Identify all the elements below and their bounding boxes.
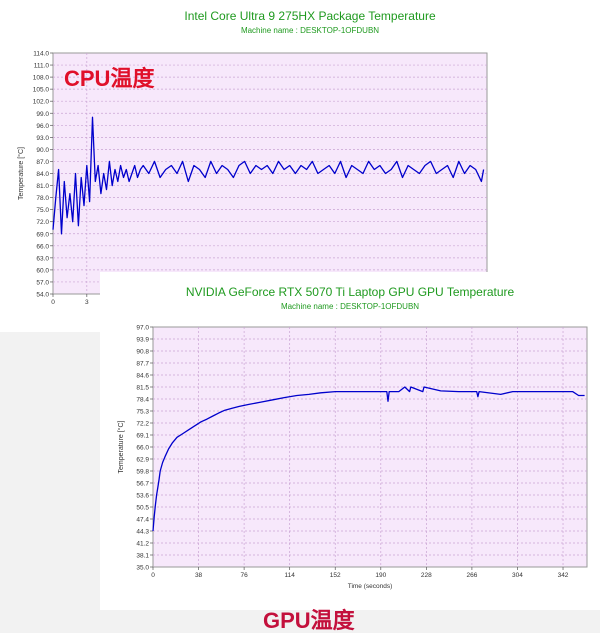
cpu-y-tick-label: 99.0: [36, 111, 49, 118]
gpu-x-tick-label: 304: [512, 572, 523, 579]
gpu-y-tick-label: 35.0: [136, 565, 149, 572]
gpu-x-axis-label: Time (seconds): [348, 583, 393, 590]
cpu-y-tick-label: 60.0: [36, 267, 49, 274]
gpu-y-axis-label: Temperature [°C]: [117, 420, 125, 473]
cpu-y-axis-label: Temperature [°C]: [17, 147, 25, 200]
gpu-y-tick-label: 69.1: [136, 433, 149, 440]
cpu-y-tick-label: 105.0: [33, 87, 50, 94]
gpu-y-tick-label: 47.4: [136, 517, 149, 524]
gpu-chart-svg: 35.0 38.1 41.2 44.3 47.4 50.5 53.6 56.7 59.8 62.9…: [117, 325, 588, 590]
cpu-x-tick-label: 3: [85, 299, 89, 306]
gpu-y-tick-label: 59.8: [136, 469, 149, 476]
cpu-series-line: [52, 116, 485, 235]
gpu-y-tick-label: 75.3: [136, 409, 149, 416]
gpu-y-tick-label: 44.3: [136, 529, 149, 536]
gpu-x-tick-label: 266: [466, 572, 477, 579]
gpu-y-tick-label: 53.6: [136, 493, 149, 500]
cpu-y-tick-label: 81.0: [36, 183, 49, 190]
gpu-x-tick-label: 0: [151, 572, 155, 579]
gpu-y-tick-label: 38.1: [136, 553, 149, 560]
cpu-y-tick-label: 114.0: [33, 51, 49, 58]
gpu-y-tick-label: 41.2: [136, 541, 149, 548]
gpu-y-tick-label: 87.7: [136, 361, 149, 368]
cpu-y-tick-label: 57.0: [36, 279, 49, 286]
gpu-y-tick-label: 97.0: [136, 325, 149, 332]
cpu-y-tick-label: 66.0: [36, 243, 49, 250]
cpu-overlay-label: CPU温度: [64, 66, 155, 91]
cpu-chart-subtitle: Machine name : DESKTOP-1OFDUBN: [240, 26, 380, 35]
cpu-chart-svg: 54.0 57.0 60.0 63.0 66.0 69.0 72.0 75.0 78.0 81.0…: [17, 51, 488, 306]
gpu-y-tick-label: 50.5: [136, 505, 149, 512]
cpu-y-tick-label: 78.0: [36, 195, 49, 202]
cpu-y-tick-label: 108.0: [33, 75, 50, 82]
gpu-x-tick-label: 228: [421, 572, 432, 579]
cpu-y-tick-label: 111.0: [34, 63, 50, 70]
gpu-temperature-chart-panel: 35.0 38.1 41.2 44.3 47.4 50.5 53.6 56.7 59.8 62.9…: [100, 272, 600, 632]
gpu-y-tick-label: 78.4: [136, 397, 149, 404]
gpu-x-tick-label: 114: [284, 572, 295, 579]
cpu-y-tick-label: 72.0: [36, 219, 49, 226]
gpu-y-tick-label: 66.0: [136, 445, 149, 452]
cpu-y-tick-label: 84.0: [36, 171, 49, 178]
gpu-y-tick-label: 90.8: [136, 349, 149, 356]
gpu-y-tick-label: 93.9: [136, 337, 149, 344]
gpu-x-tick-label: 38: [195, 572, 203, 579]
gpu-chart-subtitle: Machine name : DESKTOP-1OFDUBN: [280, 302, 420, 311]
cpu-y-tick-label: 102.0: [33, 99, 50, 106]
cpu-chart-title: Intel Core Ultra 9 275HX Package Tempera…: [184, 9, 436, 23]
gpu-overlay-label: GPU温度: [263, 608, 355, 633]
gpu-y-tick-label: 56.7: [136, 481, 149, 488]
gpu-y-tick-label: 81.5: [136, 385, 149, 392]
gpu-y-tick-label: 84.6: [136, 373, 149, 380]
gpu-x-tick-label: 342: [558, 572, 569, 579]
cpu-y-tick-label: 63.0: [36, 255, 49, 262]
cpu-y-tick-label: 90.0: [36, 147, 49, 154]
gpu-x-tick-label: 152: [330, 572, 341, 579]
cpu-x-tick-label: 0: [51, 299, 55, 306]
cpu-y-tick-label: 87.0: [36, 159, 49, 166]
gpu-y-tick-label: 72.2: [136, 421, 149, 428]
cpu-y-tick-label: 54.0: [36, 292, 49, 299]
cpu-y-tick-label: 96.0: [36, 123, 49, 130]
cpu-y-tick-label: 69.0: [36, 231, 49, 238]
gpu-x-tick-label: 76: [240, 572, 248, 579]
gpu-x-tick-label: 190: [375, 572, 386, 579]
gpu-series-line: [152, 386, 585, 532]
cpu-y-tick-label: 75.0: [36, 207, 49, 214]
cpu-y-tick-label: 93.0: [36, 135, 49, 142]
gpu-chart-title: NVIDIA GeForce RTX 5070 Ti Laptop GPU GP…: [185, 285, 515, 299]
gpu-y-tick-label: 62.9: [136, 457, 149, 464]
